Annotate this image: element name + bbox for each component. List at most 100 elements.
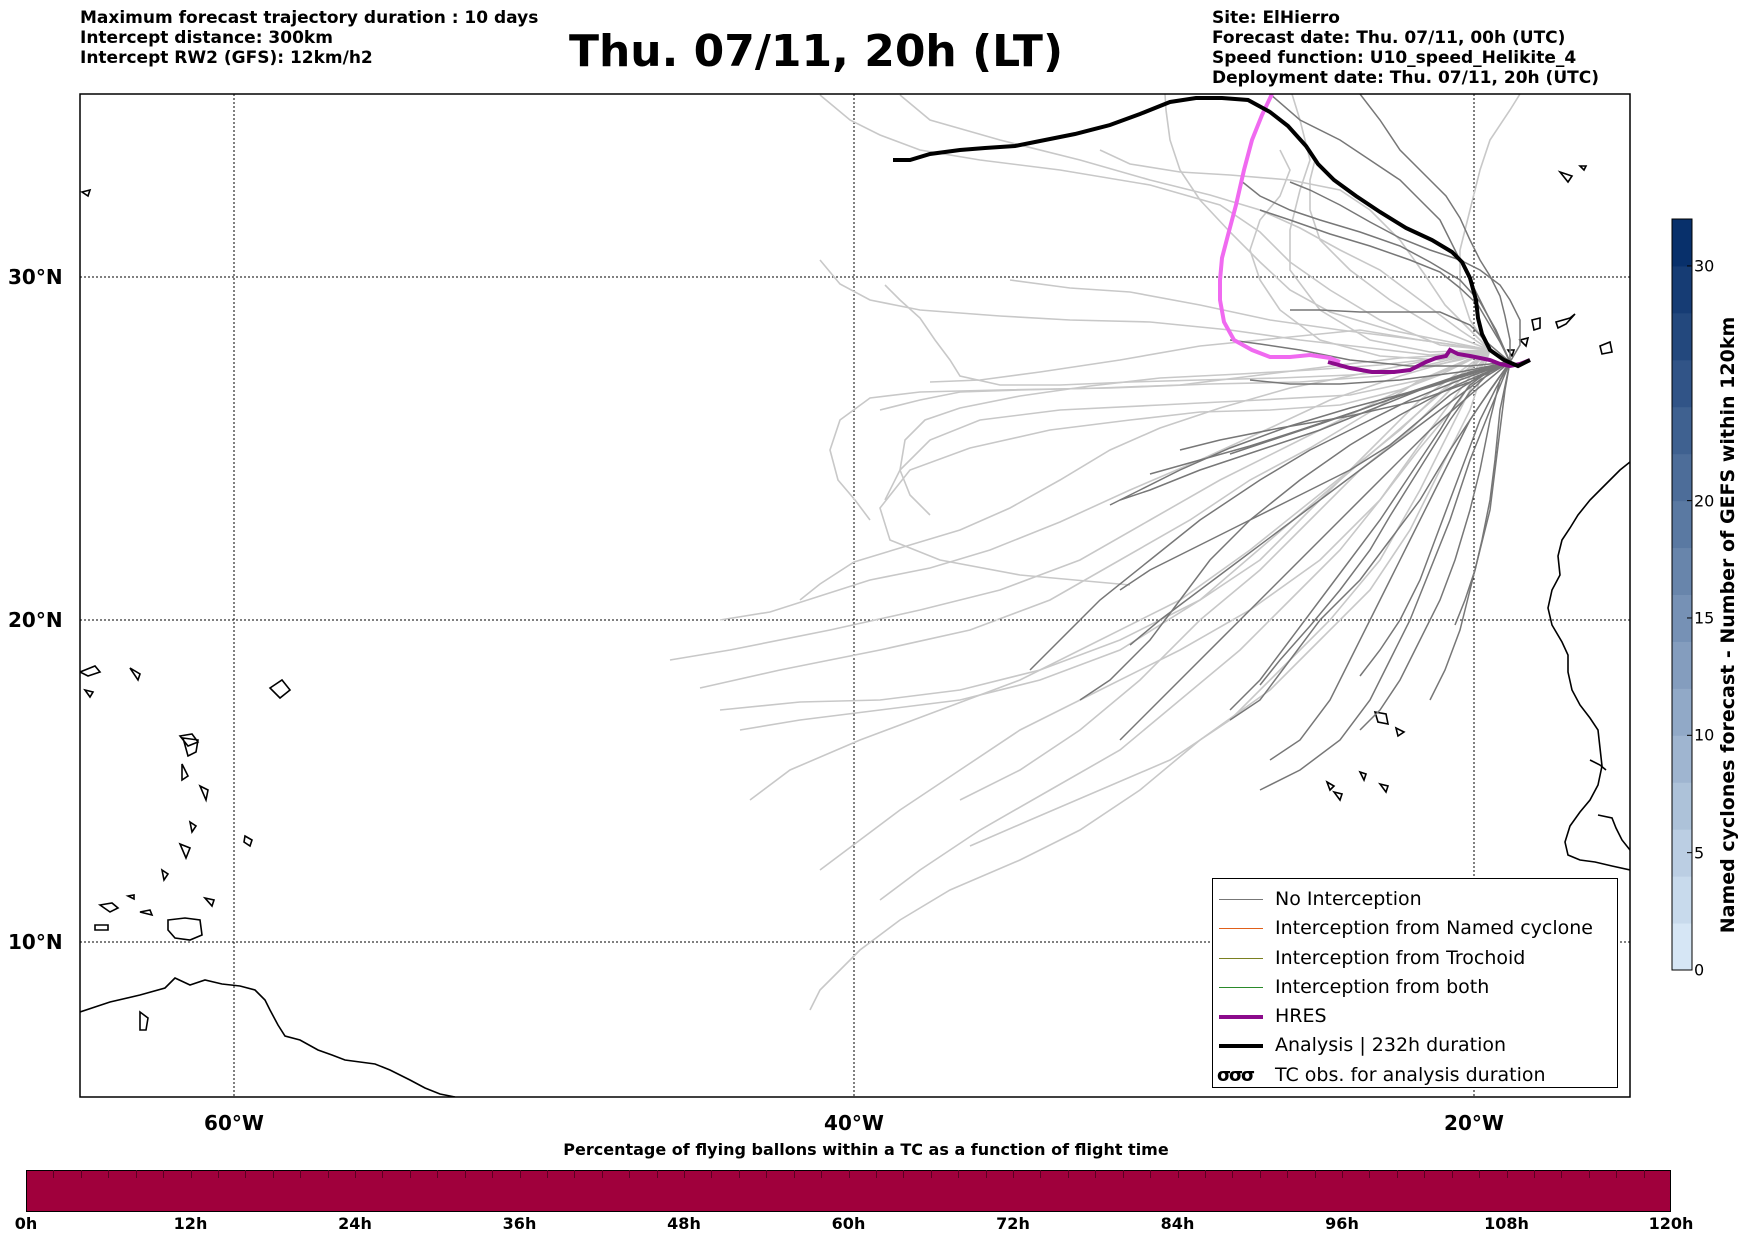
colorbar-segment-mark [1506,1170,1508,1178]
run-info-right: Site: ElHierro Forecast date: Thu. 07/11… [1212,8,1599,88]
info-line: Intercept RW2 (GFS): 12km/h2 [80,48,373,68]
colorbar-tick-label: 48h [667,1214,701,1233]
colorbar-segment-mark [163,1170,165,1178]
lat-label-10n: 10°N [8,930,63,954]
colorbar-tick-label: 60h [831,1214,866,1233]
colorbar-segment-mark [217,1170,219,1178]
colorbar-segment-mark [382,1170,384,1178]
legend-item-both: Interception from both [1213,973,1617,1002]
trajectory [1259,361,1511,791]
colorbar-frame [1671,218,1693,971]
colorbar-segment [1672,312,1692,361]
colorbar-tick-label: 12h [173,1214,208,1233]
trajectory [1359,94,1511,362]
colorbar-segment-mark [546,1170,548,1178]
legend-label: TC obs. for analysis duration [1275,1063,1546,1086]
colorbar-segment-mark [1150,1170,1152,1178]
colorbar-segment-mark [711,1170,713,1178]
legend-label: Interception from Trochoid [1275,946,1526,969]
colorbar-segment-mark [108,1170,110,1178]
run-info-left: Maximum forecast trajectory duration : 1… [80,8,538,68]
trajectory [1229,361,1511,711]
south-america-coast [80,977,456,1097]
colorbar-segment-mark [821,1170,823,1178]
trajectory [669,349,1491,661]
colorbar-segment-mark [492,1170,494,1178]
trajectory [799,349,1491,601]
colorbar-segment-mark [656,1170,658,1178]
tc-symbol-icon: σσσ [1217,1064,1255,1086]
colorbar-segment-mark [1479,1170,1481,1178]
horizontal-colorbar-title: Percentage of flying ballons within a TC… [563,1140,1169,1159]
trajectory [1459,94,1521,351]
colorbar-segment-mark [1396,1170,1398,1178]
colorbar-segment-mark [80,1170,82,1178]
colorbar-segment-mark [1122,1170,1124,1178]
colorbar-segment [1672,265,1692,314]
legend: No Interception Interception from Named … [1212,878,1618,1088]
colorbar-segment-mark [1040,1170,1042,1178]
colorbar-segment-mark [985,1170,987,1178]
colorbar-tick-label: 15 [1694,608,1715,628]
colorbar-segment [1672,453,1692,502]
colorbar-segment-mark [1067,1170,1069,1178]
trajectory [1229,339,1511,367]
trinidad [167,917,203,941]
colorbar-segment [1672,735,1692,783]
colorbar-segment-mark [903,1170,905,1178]
colorbar-segment-mark [272,1170,274,1178]
trajectory [1249,149,1491,361]
no-interception-trajectories [1029,94,1521,791]
colorbar-segment-mark [1561,1170,1563,1178]
trajectory [1119,361,1511,741]
colorbar-tick-label: 84h [1160,1214,1195,1233]
colorbar-segment-mark [574,1170,576,1178]
colorbar-tick-label: 0h [14,1214,38,1233]
senegal-coast [1597,814,1630,851]
trajectory [879,349,1491,411]
trajectory [719,349,1491,621]
colorbar-segment [1672,219,1692,267]
trajectory [1454,361,1511,626]
colorbar-segment-mark [1095,1170,1097,1178]
page-title: Thu. 07/11, 20h (LT) [568,26,1064,77]
trajectory [699,349,1491,689]
trajectory [1289,94,1491,353]
colorbar-segment-mark [519,1170,521,1178]
info-line: Deployment date: Thu. 07/11, 20h (UTC) [1212,68,1599,88]
info-line: Speed function: U10_speed_Helikite_4 [1212,48,1577,68]
colorbar-segment [1672,594,1692,642]
colorbar-segment-mark [464,1170,466,1178]
trajectory [1229,361,1511,455]
trajectory [1249,361,1511,385]
trajectory [1309,159,1491,351]
trajectory [879,349,1491,901]
colorbar-segment [1672,641,1692,689]
colorbar-segment-mark [53,1170,55,1178]
colorbar-segment-mark [601,1170,603,1178]
info-line: Maximum forecast trajectory duration : 1… [80,8,539,28]
info-line: Forecast date: Thu. 07/11, 00h (UTC) [1212,28,1566,48]
colorbar-segment [1672,359,1692,408]
trajectory [1259,209,1511,363]
lon-label-40w: 40°W [824,1111,884,1135]
trajectory [819,349,1491,871]
trajectory [1429,361,1511,701]
trajectory [899,349,1491,516]
colorbar-segment-mark [766,1170,768,1178]
colorbar-segment-mark [245,1170,247,1178]
trajectory [1239,179,1511,363]
colorbar-segment-mark [1314,1170,1316,1178]
trajectory [1289,181,1521,363]
hres-early-segment [1218,94,1341,364]
gulf-of-guinea-islands [1589,759,1607,771]
colorbar-tick-label: 72h [996,1214,1030,1233]
trajectory [819,94,1491,351]
lon-label-60w: 60°W [204,1111,264,1135]
trajectory [1359,361,1511,677]
colorbar-segment-mark [1287,1170,1289,1178]
trajectory [1119,361,1511,591]
lat-label-30n: 30°N [8,265,63,289]
colorbar-segment-mark [848,1170,850,1178]
faded-trajectories [669,94,1521,1011]
